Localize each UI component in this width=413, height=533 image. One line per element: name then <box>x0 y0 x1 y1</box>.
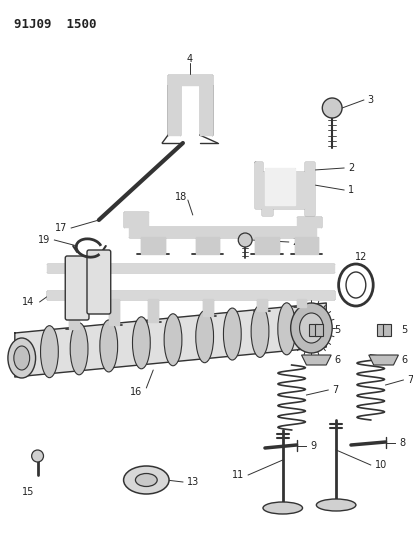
Ellipse shape <box>316 499 355 511</box>
Polygon shape <box>202 299 212 317</box>
Text: 4: 4 <box>186 54 192 64</box>
Text: 5: 5 <box>401 325 407 335</box>
Text: 7: 7 <box>331 385 337 395</box>
Polygon shape <box>301 355 330 365</box>
Polygon shape <box>264 168 294 205</box>
Ellipse shape <box>14 346 30 370</box>
Text: 11: 11 <box>231 470 244 480</box>
Polygon shape <box>109 299 119 326</box>
Ellipse shape <box>123 466 169 494</box>
Ellipse shape <box>70 323 88 375</box>
Polygon shape <box>254 237 278 254</box>
Text: 3: 3 <box>367 95 373 105</box>
Text: 5: 5 <box>333 325 339 335</box>
Ellipse shape <box>277 303 295 355</box>
Text: 12: 12 <box>354 252 366 262</box>
Polygon shape <box>254 162 313 215</box>
Text: 10: 10 <box>374 460 386 470</box>
Text: 8: 8 <box>399 438 405 448</box>
Circle shape <box>31 450 43 462</box>
Ellipse shape <box>132 317 150 369</box>
FancyBboxPatch shape <box>87 250 110 314</box>
Text: 1: 1 <box>347 185 353 195</box>
Ellipse shape <box>100 320 117 372</box>
Text: 18: 18 <box>174 192 187 202</box>
Ellipse shape <box>262 502 302 514</box>
Text: 2: 2 <box>347 163 354 173</box>
Polygon shape <box>69 299 79 329</box>
Polygon shape <box>47 291 333 299</box>
FancyBboxPatch shape <box>65 256 89 320</box>
Polygon shape <box>376 324 384 336</box>
Ellipse shape <box>251 305 268 358</box>
Text: 6: 6 <box>333 355 339 365</box>
Polygon shape <box>315 324 323 336</box>
Polygon shape <box>141 237 165 254</box>
Text: 91J09  1500: 91J09 1500 <box>14 18 96 31</box>
Ellipse shape <box>290 303 331 353</box>
Circle shape <box>238 233 252 247</box>
Ellipse shape <box>223 308 241 360</box>
Text: 14: 14 <box>21 297 34 307</box>
Ellipse shape <box>8 338 36 378</box>
Polygon shape <box>168 75 211 85</box>
Polygon shape <box>15 303 325 377</box>
Polygon shape <box>128 227 316 237</box>
Text: 15: 15 <box>21 487 34 497</box>
Text: 9: 9 <box>310 441 316 451</box>
Text: 19: 19 <box>38 235 50 245</box>
Text: 16: 16 <box>130 387 142 397</box>
Polygon shape <box>296 217 320 227</box>
Polygon shape <box>199 85 211 135</box>
Text: 7: 7 <box>406 375 413 385</box>
Text: 13: 13 <box>186 477 199 487</box>
Polygon shape <box>296 299 306 308</box>
Polygon shape <box>148 299 158 322</box>
Ellipse shape <box>164 314 181 366</box>
Polygon shape <box>368 355 397 365</box>
Polygon shape <box>382 324 389 336</box>
Ellipse shape <box>135 473 157 487</box>
Polygon shape <box>309 324 317 336</box>
Text: 17: 17 <box>55 223 67 233</box>
Polygon shape <box>294 237 318 254</box>
Text: 6: 6 <box>401 355 406 365</box>
Ellipse shape <box>40 326 58 378</box>
Text: 20: 20 <box>292 237 304 247</box>
Polygon shape <box>168 85 180 135</box>
Polygon shape <box>256 299 266 311</box>
Ellipse shape <box>299 313 323 343</box>
Circle shape <box>322 98 341 118</box>
Polygon shape <box>195 237 219 254</box>
Ellipse shape <box>195 311 213 363</box>
Polygon shape <box>123 212 148 227</box>
Polygon shape <box>47 264 333 272</box>
